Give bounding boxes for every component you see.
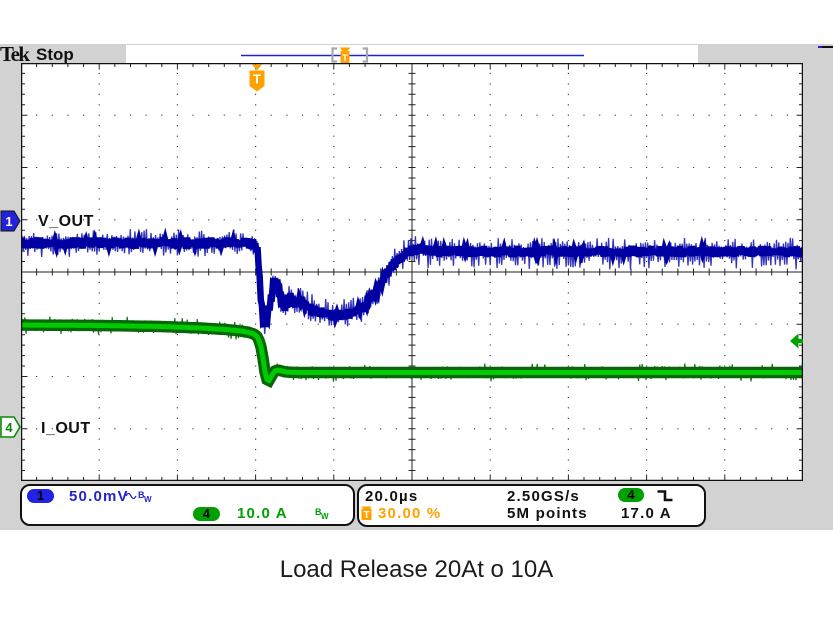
svg-text:W: W bbox=[144, 495, 152, 503]
svg-text:1: 1 bbox=[5, 214, 12, 229]
svg-text:T: T bbox=[253, 72, 261, 87]
svg-text:T: T bbox=[363, 510, 369, 521]
svg-text:B: B bbox=[138, 490, 145, 500]
svg-text:4: 4 bbox=[5, 420, 13, 435]
svg-text:W: W bbox=[321, 512, 329, 520]
svg-text:B: B bbox=[315, 507, 322, 517]
svg-text:T: T bbox=[342, 53, 348, 63]
